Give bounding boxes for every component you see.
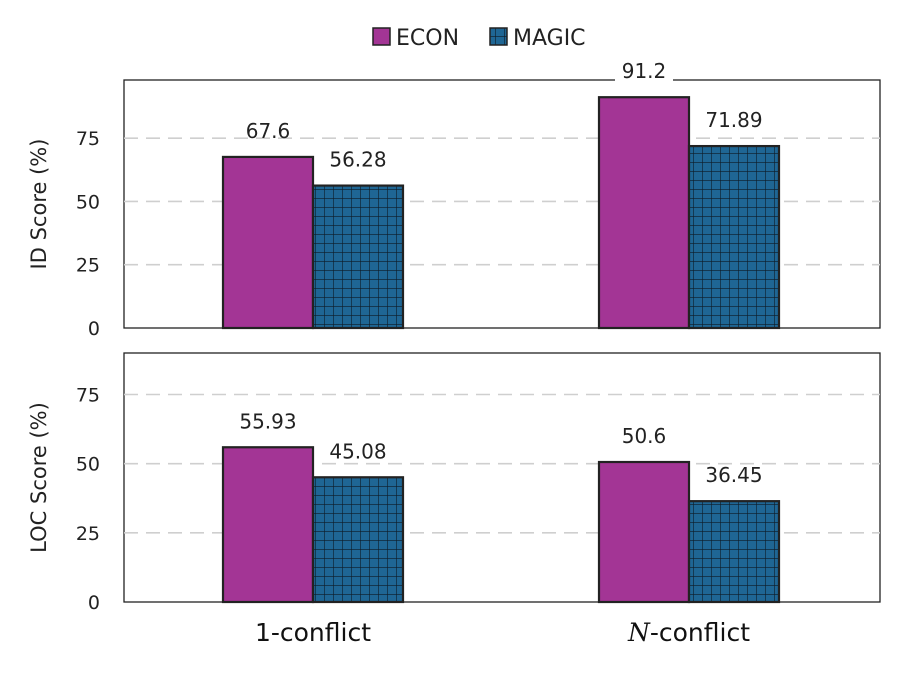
x-tick-label-1: 1-conflict xyxy=(255,618,371,647)
y-axis-title-1: ID Score (%) xyxy=(27,139,51,270)
legend-swatch-magic xyxy=(489,27,508,46)
data-label-econ-n-conflict: 50.6 xyxy=(622,424,667,448)
data-label-econ-1-conflict: 55.93 xyxy=(239,409,296,433)
x-tick-label-2: N-conflict xyxy=(627,618,750,647)
x-axis-categories: 1-conflict N-conflict xyxy=(255,618,750,647)
legend-swatch-econ xyxy=(372,27,391,46)
y-tick-label: 50 xyxy=(76,191,100,213)
legend-item-econ: ECON xyxy=(372,26,459,51)
y-tick-label: 0 xyxy=(88,592,100,614)
y-axis-title-2: LOC Score (%) xyxy=(27,402,51,553)
panel-1: 0 25 50 75 ID Score (%) 67.6 56.28 91.2 71.89 xyxy=(27,58,881,340)
bar-magic-1-conflict xyxy=(311,184,405,330)
y-tick-label: 75 xyxy=(76,385,100,407)
data-label-magic-n-conflict: 36.45 xyxy=(705,463,762,487)
legend-label-magic: MAGIC xyxy=(513,26,586,51)
bar-econ-1-conflict xyxy=(221,446,315,604)
bar-magic-1-conflict xyxy=(311,476,405,604)
bar-econ-n-conflict xyxy=(597,96,691,330)
y-tick-label: 25 xyxy=(76,523,100,545)
bar-econ-1-conflict xyxy=(221,155,315,330)
y-tick-label: 25 xyxy=(76,255,100,277)
y-tick-label: 0 xyxy=(88,318,100,340)
bar-magic-n-conflict xyxy=(687,144,781,330)
data-label-magic-1-conflict: 45.08 xyxy=(329,439,386,463)
data-label-econ-n-conflict: 91.2 xyxy=(622,59,667,83)
y-tick-label: 50 xyxy=(76,454,100,476)
bar-econ-n-conflict xyxy=(597,460,691,604)
legend-label-econ: ECON xyxy=(396,26,459,51)
panel-2: 0 25 50 75 LOC Score (%) 55.93 45.08 50.6 36.45 xyxy=(27,352,881,614)
bar-magic-n-conflict xyxy=(687,500,781,604)
data-label-econ-1-conflict: 67.6 xyxy=(246,119,291,143)
legend-item-magic: MAGIC xyxy=(489,26,586,51)
data-label-magic-n-conflict: 71.89 xyxy=(705,108,762,132)
data-label-magic-1-conflict: 56.28 xyxy=(329,148,386,172)
data-label-bg xyxy=(615,58,673,85)
legend: ECON MAGIC xyxy=(372,26,586,51)
y-tick-label: 75 xyxy=(76,128,100,150)
